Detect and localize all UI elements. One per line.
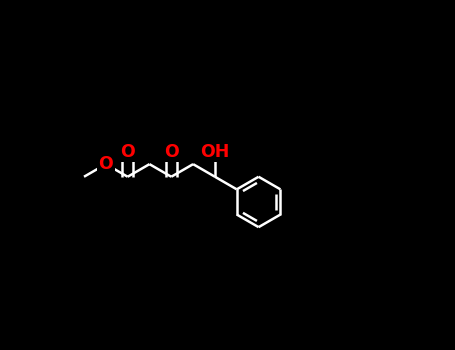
Text: O: O [120,142,135,161]
Text: OH: OH [200,142,230,161]
Text: O: O [164,142,179,161]
Text: O: O [98,155,113,173]
